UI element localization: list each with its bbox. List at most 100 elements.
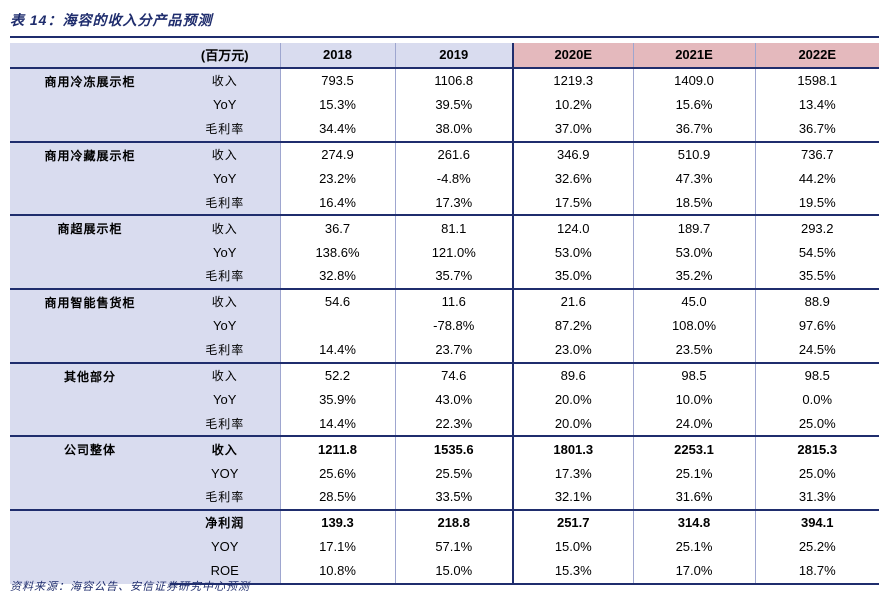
metric-label: 净利润 — [170, 508, 280, 535]
value-cell: 293.2 — [754, 214, 879, 241]
value-cell: 74.6 — [394, 361, 513, 388]
metric-label: 毛利率 — [170, 485, 280, 510]
value-cell: 261.6 — [394, 140, 513, 167]
value-cell: 36.7% — [754, 116, 879, 142]
table-row: 毛利率 28.5% 33.5% 32.1% 31.6% 31.3% — [10, 485, 879, 510]
metric-label: YoY — [170, 166, 280, 191]
value-cell: 2815.3 — [754, 435, 879, 462]
value-cell: 38.0% — [394, 116, 513, 142]
table-row: 商超展示柜 收入 36.7 81.1 124.0 189.7 293.2 — [10, 214, 879, 289]
value-cell: 19.5% — [754, 190, 879, 216]
value-cell: 20.0% — [512, 411, 633, 437]
category-label: 商用智能售货柜 — [10, 287, 170, 363]
metric-label: 毛利率 — [170, 411, 280, 437]
value-cell: 25.5% — [394, 461, 513, 486]
value-cell: 89.6 — [512, 361, 633, 388]
value-cell: 88.9 — [754, 287, 879, 314]
table-row: 商用智能售货柜 收入 54.6 11.6 21.6 45.0 88.9 — [10, 287, 879, 363]
value-cell: 274.9 — [279, 140, 395, 167]
value-cell: 346.9 — [512, 140, 633, 167]
value-cell: 39.5% — [394, 92, 513, 117]
value-cell: 17.1% — [279, 534, 395, 559]
value-cell: 25.2% — [754, 534, 879, 559]
value-cell: 31.6% — [632, 485, 755, 510]
category-label: 其他部分 — [10, 361, 170, 437]
metric-label: 收入 — [170, 140, 280, 167]
value-cell: 25.1% — [632, 534, 755, 559]
value-cell: 1106.8 — [394, 66, 513, 93]
header-blank — [10, 43, 170, 68]
value-cell — [279, 313, 395, 338]
value-cell: 25.0% — [754, 461, 879, 486]
value-cell: 17.0% — [632, 558, 755, 585]
value-cell: 25.1% — [632, 461, 755, 486]
value-cell: 15.0% — [394, 558, 513, 585]
year-header: 2019 — [394, 43, 513, 68]
value-cell: 57.1% — [394, 534, 513, 559]
value-cell: 16.4% — [279, 190, 395, 216]
value-cell: 189.7 — [632, 214, 755, 241]
value-cell: 394.1 — [754, 508, 879, 535]
value-cell: 22.3% — [394, 411, 513, 437]
value-cell: 17.5% — [512, 190, 633, 216]
category-label: 公司整体 — [10, 435, 170, 510]
value-cell: 15.3% — [512, 558, 633, 585]
metric-label: 收入 — [170, 361, 280, 388]
metric-label: 毛利率 — [170, 264, 280, 289]
value-cell: 10.0% — [632, 387, 755, 412]
value-cell: 218.8 — [394, 508, 513, 535]
value-cell: 52.2 — [279, 361, 395, 388]
value-cell: 1598.1 — [754, 66, 879, 93]
value-cell: 1801.3 — [512, 435, 633, 462]
value-cell: 32.6% — [512, 166, 633, 191]
table-row: 毛利率 34.4% 38.0% 37.0% 36.7% 36.7% — [10, 116, 879, 142]
value-cell: 43.0% — [394, 387, 513, 412]
value-cell: 10.8% — [279, 558, 395, 585]
value-cell: 736.7 — [754, 140, 879, 167]
table-row: 净利润 139.3 218.8 251.7 314.8 394.1 — [10, 508, 879, 584]
value-cell: 32.8% — [279, 264, 395, 289]
value-cell: 31.3% — [754, 485, 879, 510]
value-cell: 139.3 — [279, 508, 395, 535]
value-cell: 14.4% — [279, 411, 395, 437]
value-cell: 17.3% — [512, 461, 633, 486]
value-cell: 35.7% — [394, 264, 513, 289]
value-cell: 33.5% — [394, 485, 513, 510]
value-cell: 2253.1 — [632, 435, 755, 462]
value-cell: 37.0% — [512, 116, 633, 142]
value-cell: 510.9 — [632, 140, 755, 167]
value-cell: -4.8% — [394, 166, 513, 191]
metric-label: 收入 — [170, 287, 280, 314]
table-row: YoY 35.9% 43.0% 20.0% 10.0% 0.0% — [10, 387, 879, 412]
value-cell: 45.0 — [632, 287, 755, 314]
value-cell: 81.1 — [394, 214, 513, 241]
value-cell: 314.8 — [632, 508, 755, 535]
metric-label: ROE — [170, 558, 280, 585]
metric-label: YOY — [170, 461, 280, 486]
unit-header: (百万元) — [170, 43, 280, 68]
value-cell: 121.0% — [394, 240, 513, 265]
value-cell: 15.0% — [512, 534, 633, 559]
value-cell: 35.9% — [279, 387, 395, 412]
value-cell: 108.0% — [632, 313, 755, 338]
value-cell: 87.2% — [512, 313, 633, 338]
forecast-table: (百万元) 2018 2019 2020E 2021E 2022E 商用冷冻展示… — [10, 43, 879, 585]
value-cell: 44.2% — [754, 166, 879, 191]
value-cell: 10.2% — [512, 92, 633, 117]
value-cell: 35.2% — [632, 264, 755, 289]
table-row: 商用冷藏展示柜 收入 274.9 261.6 346.9 510.9 736.7 — [10, 140, 879, 216]
metric-label: YoY — [170, 313, 280, 338]
category-label: 商用冷藏展示柜 — [10, 140, 170, 216]
value-cell: 14.4% — [279, 337, 395, 363]
table-row: YoY 15.3% 39.5% 10.2% 15.6% 13.4% — [10, 92, 879, 117]
table-row: YOY 17.1% 57.1% 15.0% 25.1% 25.2% — [10, 534, 879, 559]
year-header: 2021E — [632, 43, 755, 68]
table-row: 商用冷冻展示柜 收入 793.5 1106.8 1219.3 1409.0 1598.1 — [10, 66, 879, 142]
source-note: 资料来源：海容公告、安信证券研究中心预测 — [10, 581, 250, 593]
metric-label: YoY — [170, 240, 280, 265]
metric-label: 收入 — [170, 214, 280, 241]
table-row: 毛利率 32.8% 35.7% 35.0% 35.2% 35.5% — [10, 264, 879, 289]
category-label: 商超展示柜 — [10, 214, 170, 289]
value-cell: 25.6% — [279, 461, 395, 486]
value-cell: 35.5% — [754, 264, 879, 289]
